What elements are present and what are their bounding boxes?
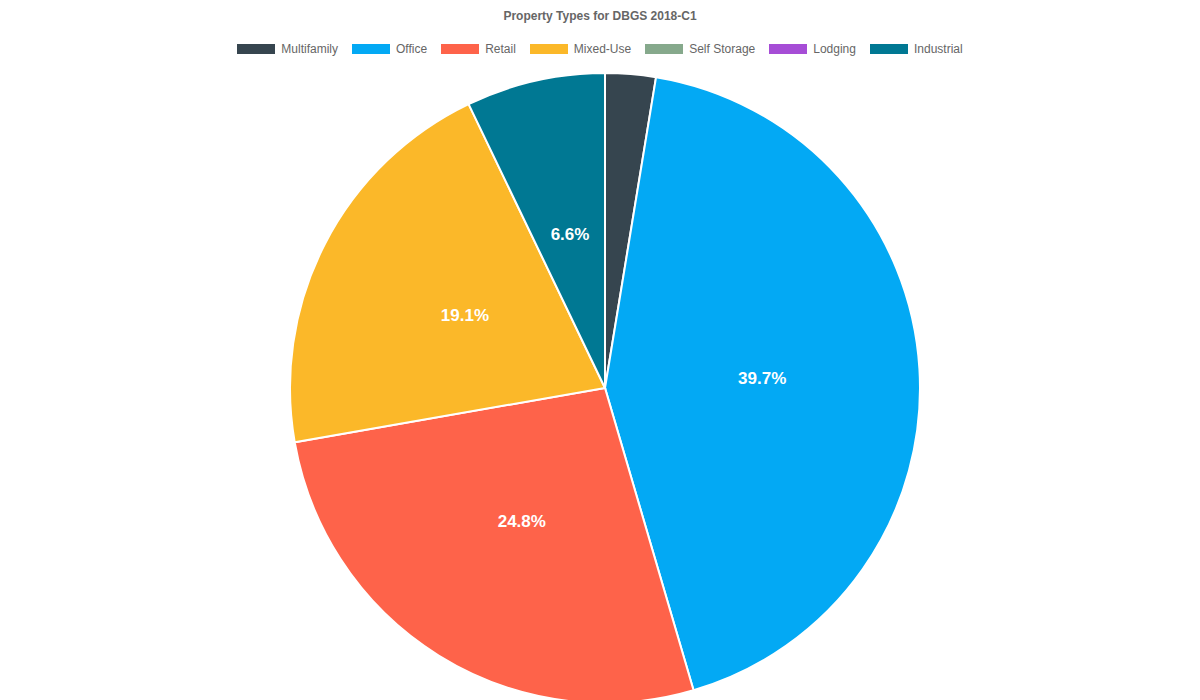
html-text:Industrial: Industrial	[914, 42, 963, 56]
svg-text:39.7%: 39.7%	[738, 369, 786, 388]
html-text:Office: Office	[396, 42, 428, 56]
html-text:Self Storage: Self Storage	[689, 42, 756, 56]
html-text:Multifamily: Multifamily	[281, 42, 338, 56]
html-text:Mixed-Use: Mixed-Use	[573, 42, 632, 56]
svg-text:19.1%: 19.1%	[441, 306, 489, 325]
html-text:Lodging: Lodging	[813, 42, 856, 56]
html-text:Retail: Retail	[485, 42, 516, 56]
html-text:Property Types for DBGS 2018-C: Property Types for DBGS 2018-C1	[503, 9, 697, 23]
svg-text:6.6%: 6.6%	[551, 225, 590, 244]
svg-text:24.8%: 24.8%	[498, 512, 546, 531]
